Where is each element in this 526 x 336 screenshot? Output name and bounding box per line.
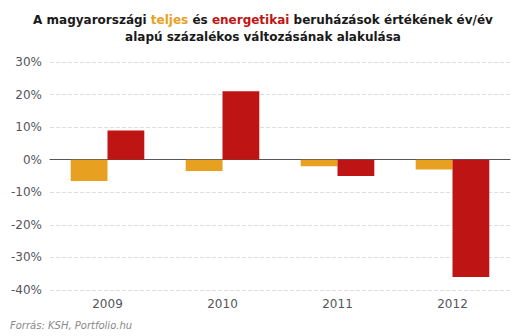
- svg-text:alapú százalékos változásának: alapú százalékos változásának alakulása: [125, 30, 401, 44]
- svg-text:Forrás: KSH, Portfolio.hu: Forrás: KSH, Portfolio.hu: [10, 320, 132, 331]
- svg-text:-10%: -10%: [11, 185, 42, 199]
- svg-text:10%: 10%: [15, 120, 42, 134]
- svg-text:2012: 2012: [437, 297, 468, 311]
- svg-text:30%: 30%: [15, 55, 42, 69]
- svg-text:és: és: [188, 13, 212, 27]
- svg-text:0%: 0%: [23, 153, 42, 167]
- svg-text:beruházások értékének év/év: beruházások értékének év/év: [289, 13, 493, 27]
- svg-text:20%: 20%: [15, 88, 42, 102]
- svg-text:teljes: teljes: [151, 13, 188, 27]
- svg-text:-40%: -40%: [11, 283, 42, 297]
- svg-text:-30%: -30%: [11, 250, 42, 264]
- svg-text:-20%: -20%: [11, 218, 42, 232]
- svg-text:2011: 2011: [322, 297, 353, 311]
- svg-text:2010: 2010: [207, 297, 238, 311]
- svg-text:A magyarországi: A magyarországi: [33, 13, 151, 27]
- svg-text:energetikai: energetikai: [212, 13, 290, 27]
- svg-text:2009: 2009: [92, 297, 123, 311]
